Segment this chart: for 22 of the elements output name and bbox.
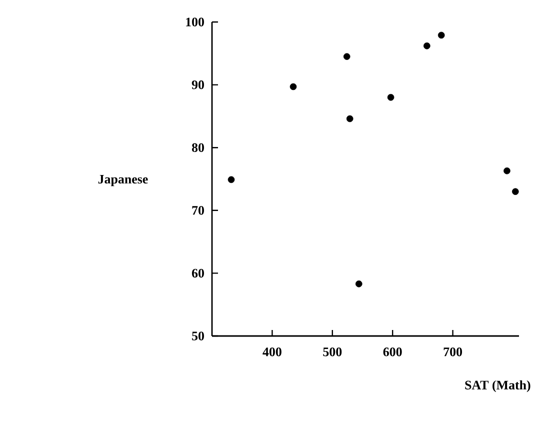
- point: [512, 188, 519, 195]
- point: [290, 83, 297, 90]
- y-tick-label: 60: [192, 268, 204, 278]
- point: [424, 42, 430, 50]
- y-tick-label: 80: [192, 143, 204, 152]
- point: [343, 53, 350, 60]
- point: [355, 280, 362, 288]
- point: [387, 94, 394, 101]
- x-tick-label: 700: [444, 348, 462, 356]
- point: [504, 167, 510, 174]
- y-tick-label: 100: [186, 18, 204, 26]
- x-axis-title: SAT (Math): [465, 380, 530, 392]
- x-tick-label: 500: [323, 348, 342, 356]
- point: [228, 176, 235, 184]
- point: [346, 115, 354, 122]
- x-tick-label: 600: [383, 348, 402, 356]
- y-tick-label: 50: [192, 332, 204, 340]
- y-axis-title: Japanese: [98, 174, 148, 186]
- point: [438, 32, 445, 39]
- y-tick-label: 90: [192, 80, 204, 90]
- y-tick-label: 70: [192, 206, 204, 215]
- x-tick-label: 400: [262, 348, 282, 356]
